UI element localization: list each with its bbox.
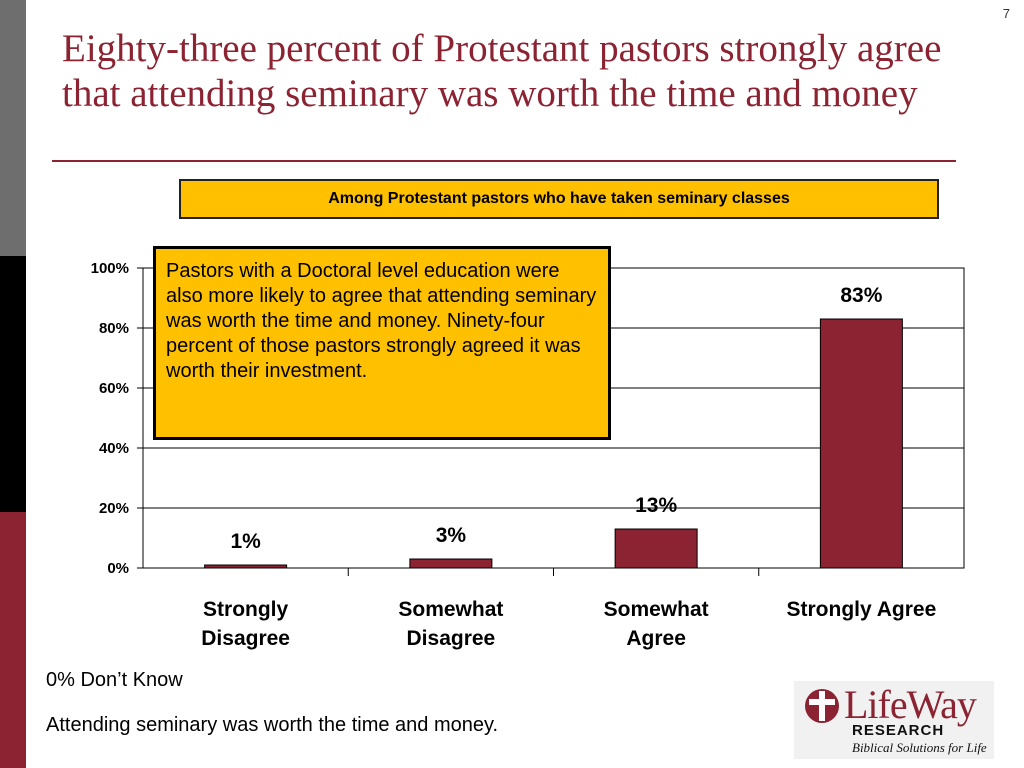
- y-tick-label: 100%: [91, 260, 129, 277]
- y-tick-label: 80%: [99, 320, 129, 337]
- x-category-label-line: Agree: [626, 627, 686, 650]
- callout-text: Pastors with a Doctoral level education …: [166, 260, 597, 382]
- data-label: 83%: [840, 284, 882, 307]
- data-label: 3%: [436, 524, 467, 547]
- logo-lifeway-text: LifeWay: [844, 682, 977, 727]
- bar: [614, 528, 698, 569]
- x-category-label-line: Disagree: [407, 627, 496, 650]
- side-color-bar: [0, 0, 26, 768]
- x-category-label-line: Somewhat: [604, 598, 709, 621]
- x-category-label: Strongly Agree: [787, 598, 937, 621]
- bar: [204, 564, 288, 569]
- x-category-label: Somewhat Disagree: [398, 598, 503, 650]
- logo-research-text: RESEARCH: [852, 722, 945, 739]
- x-category-label: Strongly Disagree: [201, 598, 290, 650]
- bar: [409, 558, 493, 569]
- y-tick-label: 0%: [107, 560, 129, 577]
- lifeway-research-logo: LifeWay RESEARCH Biblical Solutions for …: [794, 681, 994, 759]
- callout-box: Pastors with a Doctoral level education …: [153, 246, 611, 440]
- y-tick-label: 60%: [99, 380, 129, 397]
- x-category-label: Somewhat Agree: [604, 598, 709, 650]
- x-category-label-line: Disagree: [201, 627, 290, 650]
- y-tick-label: 40%: [99, 440, 129, 457]
- x-category-label-line: Strongly: [203, 598, 288, 621]
- side-bar-red-segment: [0, 512, 26, 768]
- statement-note: Attending seminary was worth the time an…: [46, 714, 499, 736]
- slide-number: 7: [1002, 6, 1010, 21]
- data-label: 1%: [230, 530, 261, 553]
- cross-logo-icon: [805, 689, 839, 723]
- side-bar-grey-segment: [0, 0, 26, 256]
- logo-tagline: Biblical Solutions for Life: [852, 740, 987, 755]
- slide-title: Eighty-three percent of Protestant pasto…: [62, 27, 942, 115]
- title-underline: [52, 160, 956, 162]
- x-category-label-line: Somewhat: [398, 598, 503, 621]
- subtitle-text: Among Protestant pastors who have taken …: [328, 190, 790, 207]
- data-label: 13%: [635, 494, 677, 517]
- dont-know-note: 0% Don’t Know: [46, 669, 183, 691]
- x-category-label-line: Strongly Agree: [787, 598, 937, 621]
- bar: [819, 318, 903, 569]
- side-bar-black-segment: [0, 256, 26, 512]
- subtitle-box: Among Protestant pastors who have taken …: [179, 179, 939, 219]
- y-tick-label: 20%: [99, 500, 129, 517]
